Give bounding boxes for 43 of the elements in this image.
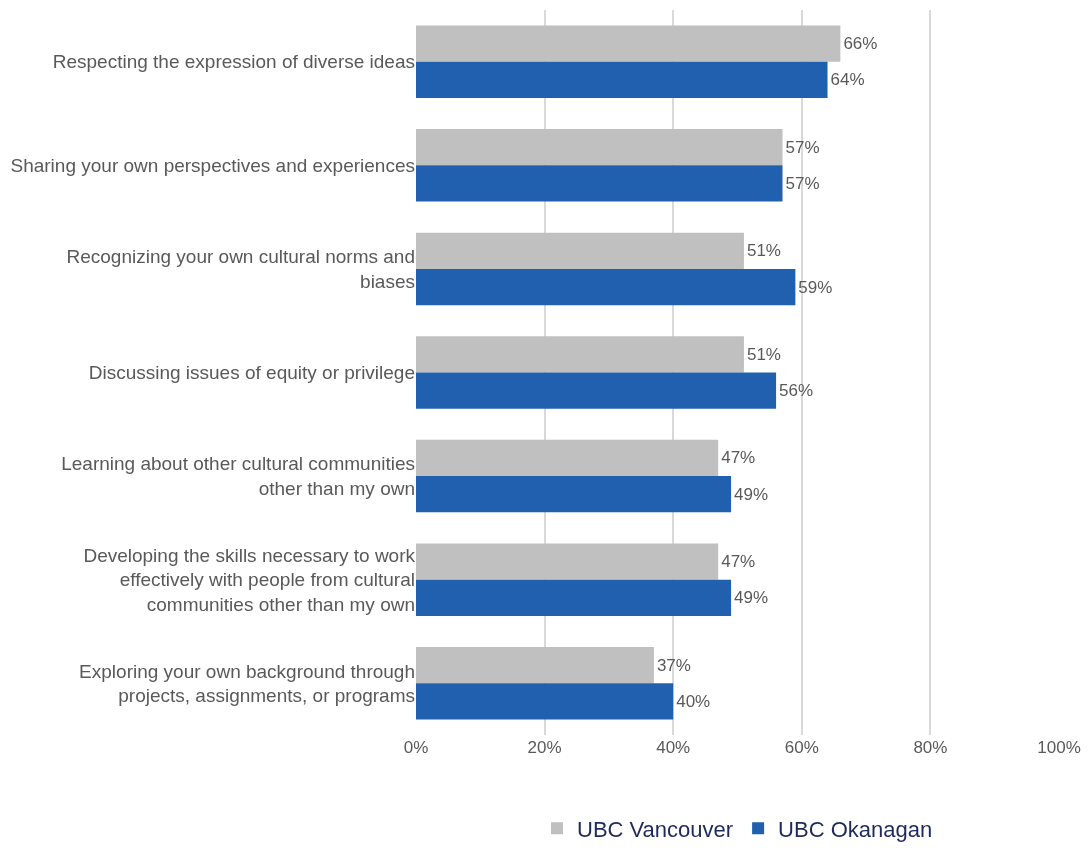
bar [416, 476, 732, 513]
y-tick-label: Learning about other cultural communities other than my own [61, 453, 415, 500]
x-tick-label: 60% [784, 738, 819, 757]
bar [416, 268, 796, 306]
bar [416, 129, 783, 166]
bar [416, 579, 732, 616]
data-label: 40% [676, 691, 711, 711]
bar [416, 372, 777, 409]
data-label: 47% [721, 552, 756, 572]
bar [416, 683, 674, 720]
data-label: 47% [721, 448, 756, 468]
data-label: 49% [734, 484, 769, 504]
bar [416, 25, 841, 62]
bar [416, 165, 783, 202]
data-label: 64% [830, 70, 865, 90]
x-tick-label: 40% [656, 738, 691, 757]
bar [416, 61, 828, 99]
x-tick-label: 20% [527, 738, 562, 757]
y-tick-label: Sharing your own perspectives and experiences [10, 155, 415, 177]
x-tick-label: 80% [913, 738, 948, 757]
data-label: 66% [843, 34, 878, 54]
bar [416, 336, 744, 373]
bar [416, 439, 719, 477]
legend-label: UBC Vancouver [577, 816, 734, 842]
data-label: 59% [798, 277, 833, 297]
data-label: 51% [746, 344, 781, 364]
data-label: 57% [785, 173, 820, 193]
legend-label: UBC Okanagan [778, 816, 933, 842]
bar [416, 646, 654, 684]
y-tick-label: Recognizing your own cultural norms and biases [66, 246, 415, 292]
data-label: 37% [656, 655, 691, 675]
y-tick-label: Exploring your own background through projects, assignments, or programs [79, 660, 415, 707]
data-label: 57% [785, 137, 820, 157]
data-label: 49% [734, 588, 769, 608]
x-tick-label: 0% [403, 738, 429, 757]
x-tick-label: 100% [1037, 738, 1081, 757]
data-label: 56% [779, 381, 814, 401]
y-tick-label: Discussing issues of equity or privilege [88, 362, 415, 384]
data-label: 51% [746, 241, 781, 261]
y-tick-label: Respecting the expression of diverse ideas [52, 51, 415, 73]
bar [416, 543, 719, 580]
y-tick-label: Developing the skills necessary to work effectively with people from cultural communities other than my own [83, 544, 416, 615]
bar [416, 232, 744, 269]
